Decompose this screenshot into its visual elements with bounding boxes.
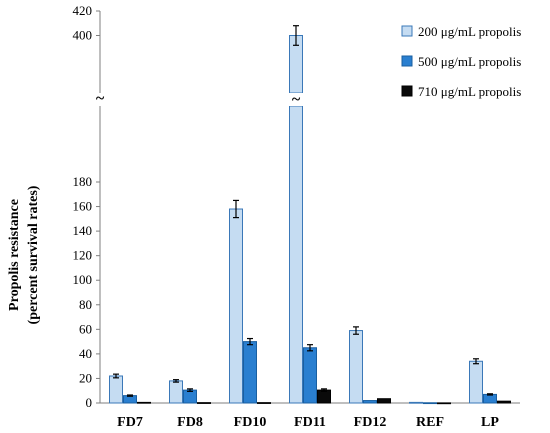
bar	[109, 375, 123, 404]
bar	[229, 208, 243, 404]
category-labels: FD7 FD8 FD10 FD11 FD12 REF LP	[117, 415, 499, 430]
bar	[409, 401, 423, 404]
bar	[349, 330, 363, 404]
y-tick-label: 80	[79, 297, 92, 312]
y-tick-label: 120	[73, 248, 93, 263]
bar	[469, 360, 483, 404]
y-tick-label: 140	[73, 223, 93, 238]
category-label: FD8	[177, 415, 203, 430]
y-tick-label: 40	[79, 346, 92, 361]
bar	[197, 402, 211, 404]
bars: ~	[109, 25, 511, 405]
bar	[483, 393, 497, 404]
bar	[423, 402, 437, 405]
bar	[317, 389, 331, 404]
legend-swatch	[401, 55, 413, 67]
category-label: FD10	[234, 415, 267, 430]
bar	[497, 400, 511, 404]
bar	[137, 401, 151, 404]
y-axis-title-line2: (percent survival rates)	[26, 185, 41, 324]
y-tick-label: 160	[73, 199, 93, 214]
category-label: LP	[481, 415, 499, 430]
category-label: FD7	[117, 415, 143, 430]
y-tick-label: 100	[73, 272, 93, 287]
legend: 200 μg/mL propolis 500 μg/mL propolis 710 …	[401, 24, 521, 99]
y-tick-label: 60	[79, 321, 92, 336]
y-tick-label: 0	[86, 395, 93, 410]
bar-break-symbol: ~	[292, 91, 301, 108]
bar	[437, 402, 451, 405]
category-label: FD12	[354, 415, 387, 430]
bar	[303, 347, 317, 404]
legend-swatch	[401, 85, 413, 97]
bar	[257, 402, 271, 404]
y-tick-label: 420	[73, 3, 93, 18]
y-axis-title-line1: Propolis resistance	[7, 199, 22, 311]
axis-break-symbol: ~	[96, 90, 105, 107]
legend-label: 500 μg/mL propolis	[418, 54, 521, 69]
bar	[363, 400, 377, 404]
y-tick-label: 20	[79, 370, 92, 385]
y-tick-label: 180	[73, 174, 93, 189]
bar	[243, 341, 257, 404]
legend-swatch	[401, 25, 413, 37]
category-label: REF	[416, 415, 444, 430]
bar	[377, 398, 391, 404]
y-tick-label: 400	[73, 28, 93, 43]
bar	[183, 389, 197, 404]
bar	[169, 380, 183, 404]
bar-break-gap	[287, 93, 305, 106]
legend-label: 200 μg/mL propolis	[418, 24, 521, 39]
category-label: FD11	[294, 415, 326, 430]
bar	[289, 105, 303, 404]
legend-label: 710 μg/mL propolis	[418, 84, 521, 99]
axes: 0 20 40 60 80 100 120 140 160 180 400 420 ~	[73, 3, 520, 410]
